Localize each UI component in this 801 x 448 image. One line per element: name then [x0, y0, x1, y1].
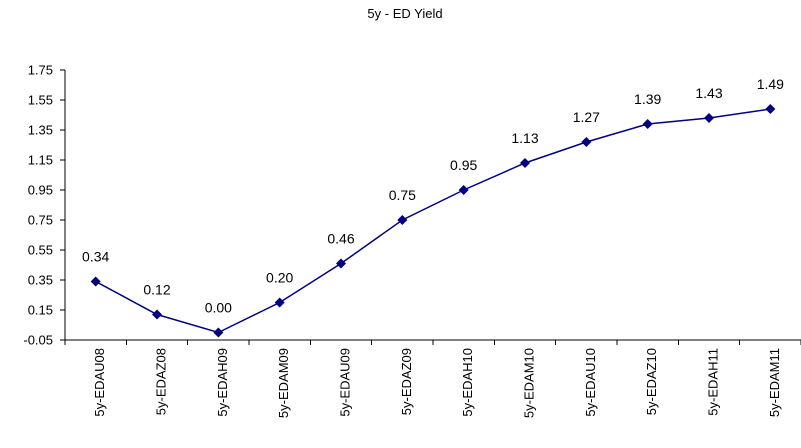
x-tick-label: 5y-EDAZ08 [154, 348, 169, 415]
data-label: 0.46 [327, 231, 354, 247]
data-label: 0.00 [205, 300, 232, 316]
data-label: 0.75 [389, 187, 416, 203]
y-tick-label: 1.35 [28, 123, 53, 138]
y-tick-label: 0.35 [28, 273, 53, 288]
data-label: 0.34 [82, 249, 109, 265]
data-point-marker [458, 185, 469, 195]
series-line [95, 108, 771, 334]
x-tick-label: 5y-EDAU09 [338, 348, 353, 417]
x-tick-label: 5y-EDAM09 [276, 348, 291, 418]
chart-title: 5y - ED Yield [367, 6, 442, 21]
data-labels: 0.34 0.12 0.00 0.20 0.46 0.75 0.95 1.13 1.27 1.39… [82, 76, 784, 316]
data-label: 0.20 [266, 270, 293, 286]
x-tick-label: 5y-EDAU08 [92, 348, 107, 417]
y-tick-label: -0.05 [23, 333, 53, 348]
y-tick-label: 0.95 [28, 183, 53, 198]
data-point-marker [642, 119, 653, 129]
data-point-marker [397, 215, 408, 225]
data-point-marker [152, 309, 162, 320]
x-tick-label: 5y-EDAM10 [522, 348, 537, 418]
y-tick-label: 1.75 [28, 63, 53, 78]
x-axis-ticks: 5y-EDAU08 5y-EDAZ08 5y-EDAH09 5y-EDAM09 5y-E… [64, 340, 801, 418]
data-label: 0.12 [143, 282, 170, 298]
y-tick-label: 1.55 [28, 93, 53, 108]
y-tick-label: 1.15 [28, 153, 53, 168]
data-label: 1.49 [757, 76, 784, 92]
x-tick-label: 5y-EDAM11 [767, 348, 782, 417]
y-axis-ticks: -0.05 0.15 0.35 0.55 0.75 0.95 1.15 1.35 1.55 1.7… [23, 63, 65, 348]
data-point-marker [336, 258, 346, 269]
y-tick-label: 0.15 [28, 303, 53, 318]
x-tick-label: 5y-EDAU10 [583, 348, 598, 417]
data-point-marker [581, 137, 592, 147]
data-label: 1.13 [511, 130, 538, 146]
x-tick-label: 5y-EDAZ10 [644, 348, 659, 415]
x-tick-label: 5y-EDAH11 [706, 348, 721, 416]
data-point-marker [274, 297, 285, 308]
y-tick-label: 0.55 [28, 243, 53, 258]
data-label: 1.27 [573, 109, 600, 125]
x-tick-label: 5y-EDAH09 [215, 348, 230, 417]
x-tick-label: 5y-EDAH10 [460, 348, 475, 417]
y-tick-label: 0.75 [28, 213, 53, 228]
data-point-marker [704, 113, 714, 123]
data-label: 0.95 [450, 157, 477, 173]
data-label: 1.39 [634, 91, 661, 107]
data-label: 1.43 [695, 85, 722, 101]
series [90, 104, 776, 338]
data-point-marker [520, 158, 530, 168]
data-point-marker [765, 104, 776, 114]
x-tick-label: 5y-EDAZ09 [399, 348, 414, 415]
data-point-marker [90, 276, 101, 287]
data-point-marker [213, 327, 224, 338]
